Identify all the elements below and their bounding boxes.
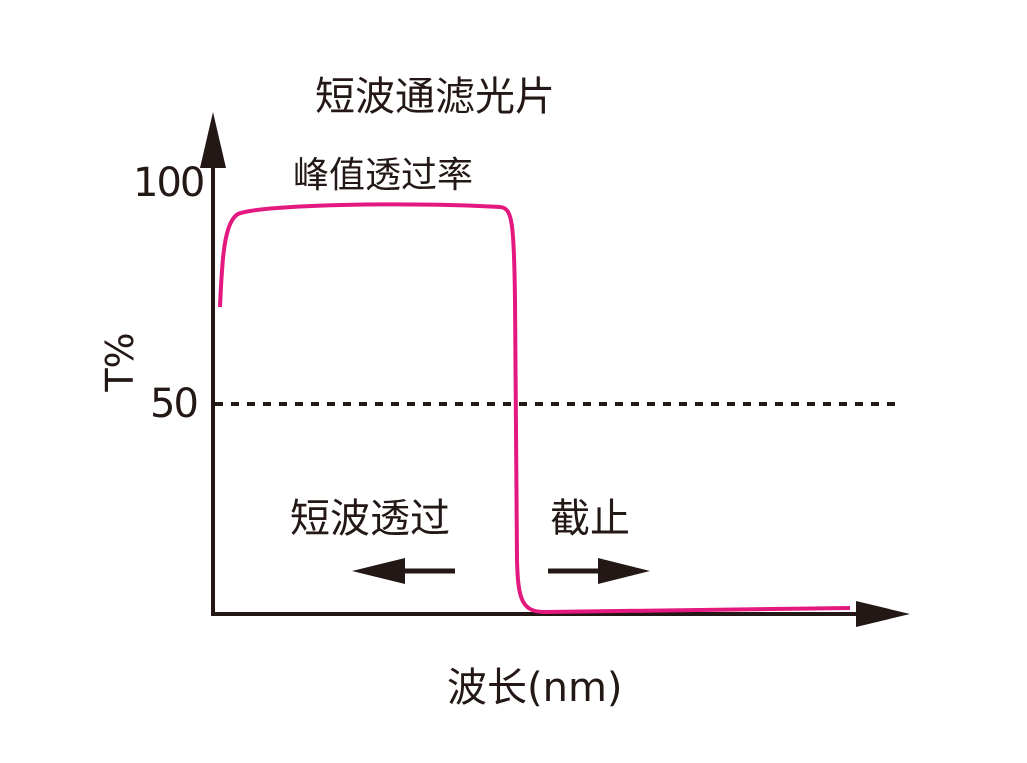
- stop-region-label: 截止: [550, 496, 630, 542]
- y-tick-50: 50: [150, 381, 199, 427]
- left-arrow-icon: [352, 558, 405, 584]
- y-axis-arrow: [200, 112, 226, 168]
- y-tick-100: 100: [133, 160, 205, 206]
- peak-transmittance-label: 峰值透过率: [293, 155, 474, 196]
- right-arrow-icon: [598, 558, 650, 584]
- y-axis-label: T%: [98, 332, 142, 392]
- x-axis-arrow: [856, 601, 910, 627]
- pass-region-label: 短波透过: [290, 496, 450, 542]
- transmission-curve: [218, 202, 851, 615]
- x-axis-label: 波长(nm): [447, 665, 623, 711]
- diagram-title: 短波通滤光片: [315, 74, 555, 120]
